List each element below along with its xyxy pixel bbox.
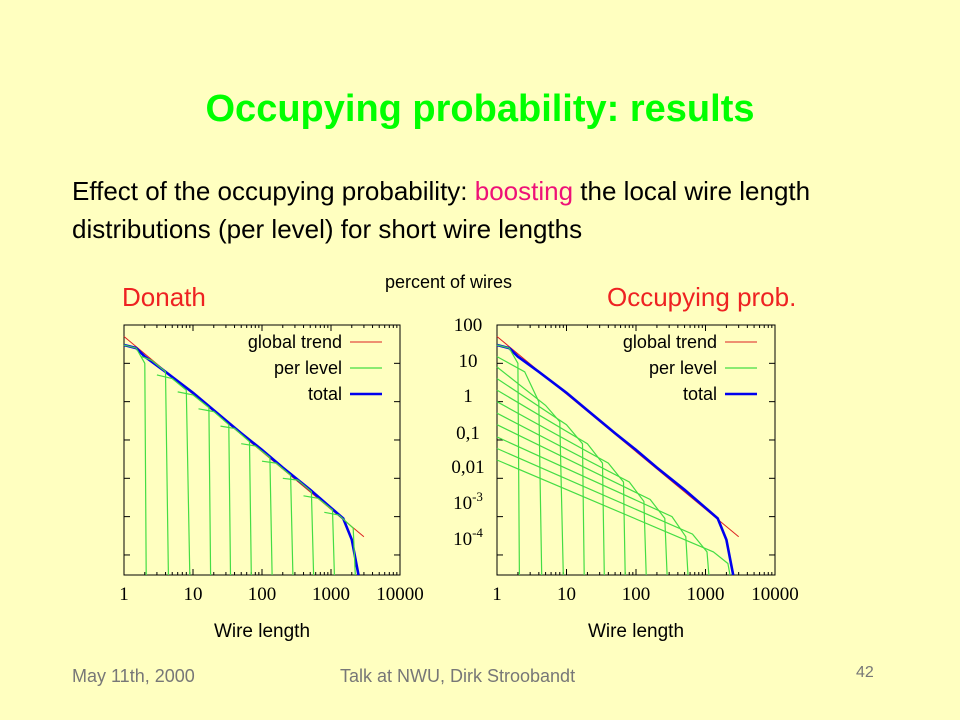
subtitle-text-pre: Effect of the occupying probability: (72, 176, 475, 206)
y-tick-label: 10 (459, 351, 478, 372)
shared-y-axis-label: percent of wires (385, 272, 513, 292)
y-tick-label: 10-3 (453, 489, 483, 514)
donath-per-level-line-1 (123, 344, 147, 576)
subtitle-text-post: the local wire length distributions (per… (72, 176, 811, 244)
donath-per-level-line-6 (220, 425, 252, 576)
donath-legend-global-trend-label: global trend (248, 332, 342, 352)
right-chart-title: Occupying prob. (607, 282, 797, 312)
donath-per-level-line-7 (241, 443, 273, 576)
occupying-legend-per-level-label: per level (649, 358, 717, 378)
occupying-x-tick-label: 10000 (751, 584, 799, 605)
donath-total-line (123, 343, 360, 576)
occupying-legend-global-trend-label: global trend (623, 332, 717, 352)
occupying-per-level-line-1 (496, 344, 521, 576)
occupying-per-level-line-10 (496, 447, 710, 576)
y-tick-label: 1 (463, 386, 473, 407)
donath-x-tick-label: 10000 (376, 584, 424, 605)
occupying-per-level-line-8 (496, 424, 668, 576)
subtitle-highlight: boosting (474, 176, 574, 206)
occupying-x-tick-label: 100 (622, 584, 651, 605)
donath-x-tick-label: 1000 (312, 584, 350, 605)
occupying-x-tick-label: 10 (557, 584, 576, 605)
slide-title: Occupying probability: results (205, 88, 755, 130)
y-tick-label: 100 (454, 315, 483, 336)
occupying-per-level-line-11 (496, 459, 731, 576)
occupying-legend-total-label: total (683, 384, 717, 404)
occupying-per-level-line-9 (496, 436, 689, 576)
donath-per-level-line-5 (198, 408, 232, 576)
donath-legend-total-label: total (308, 384, 342, 404)
occupying-x-tick-label: 1000 (687, 584, 725, 605)
donath-x-tick-label: 100 (248, 584, 277, 605)
occupying-x-tick-label: 1 (492, 584, 502, 605)
donath-x-axis-label: Wire length (214, 621, 310, 642)
footer-talk: Talk at NWU, Dirk Stroobandt (340, 666, 576, 686)
donath-x-tick-label: 10 (184, 584, 203, 605)
left-chart-title: Donath (122, 282, 206, 312)
footer-date: May 11th, 2000 (72, 666, 195, 686)
donath-per-level-line-2 (141, 356, 169, 576)
occupying-per-level-line-3 (496, 366, 564, 576)
occupying-per-level-line-7 (496, 412, 647, 576)
occupying-per-level-line-5 (496, 389, 605, 576)
y-tick-label: 0,01 (451, 457, 484, 478)
donath-legend-per-level-label: per level (274, 358, 342, 378)
occupying-per-level-line-6 (496, 401, 626, 576)
occupying-x-axis-label: Wire length (588, 621, 684, 642)
donath-per-level-line-3 (156, 374, 191, 576)
occupying-per-level-line-4 (496, 378, 585, 576)
donath-per-level-line-11 (324, 511, 356, 576)
y-tick-label: 0,1 (456, 423, 480, 444)
occupying-per-level-line-2 (496, 356, 543, 576)
donath-x-tick-label: 1 (119, 584, 129, 605)
slide-subtitle: Effect of the occupying probability: boo… (72, 172, 912, 248)
occupying-total-line (496, 343, 735, 576)
y-tick-label: 10-4 (453, 525, 483, 550)
donath-per-level-line-9 (282, 477, 315, 576)
donath-per-level-line-10 (303, 495, 335, 576)
page-number: 42 (856, 664, 874, 681)
donath-per-level-line-4 (177, 391, 212, 576)
donath-per-level-line-8 (261, 460, 294, 576)
